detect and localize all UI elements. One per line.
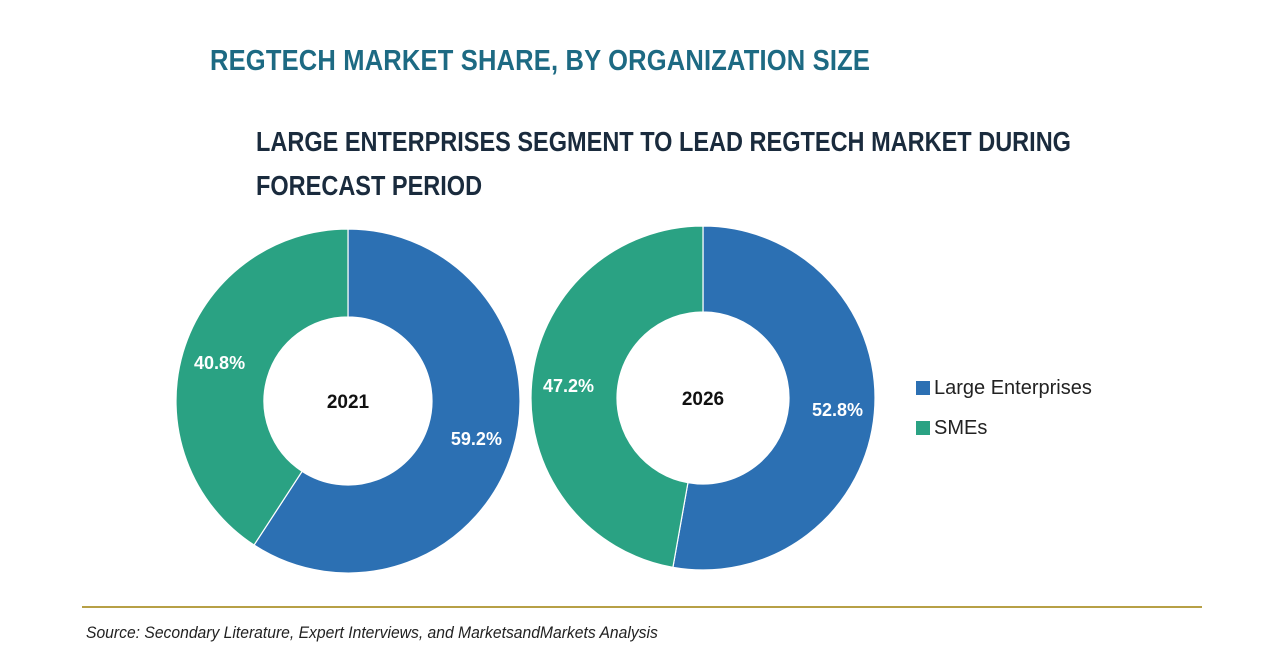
center-label-2021: 2021: [327, 392, 370, 413]
data-label-2026-large-enterprises: 52.8%: [812, 400, 863, 420]
chart-subtitle: LARGE ENTERPRISES SEGMENT TO LEAD REGTEC…: [256, 126, 1071, 201]
source-note: Source: Secondary Literature, Expert Int…: [86, 624, 658, 642]
legend-item-large-enterprises: Large Enterprises: [916, 368, 1092, 408]
legend-swatch-smes: [916, 421, 930, 435]
donut-slice-2026-smes: [530, 225, 704, 569]
chart-title: REGTECH MARKET SHARE, BY ORGANIZATION SI…: [210, 45, 871, 77]
data-label-2021-large-enterprises: 59.2%: [451, 429, 502, 449]
data-label-2021-smes: 40.8%: [194, 353, 245, 373]
donut-slice-2026-large-enterprises: [672, 225, 876, 571]
legend-label-smes: SMEs: [934, 416, 988, 439]
donut-slice-2021-large-enterprises: [253, 228, 521, 574]
center-label-2026: 2026: [682, 389, 724, 410]
legend-item-smes: SMEs: [916, 408, 1092, 448]
legend-label-large-enterprises: Large Enterprises: [934, 376, 1092, 399]
legend-swatch-large-enterprises: [916, 381, 930, 395]
legend: Large Enterprises SMEs: [916, 368, 1092, 448]
divider-line: [82, 606, 1202, 608]
donut-slice-2021-smes: [175, 228, 349, 546]
data-label-2026-smes: 47.2%: [543, 376, 594, 396]
